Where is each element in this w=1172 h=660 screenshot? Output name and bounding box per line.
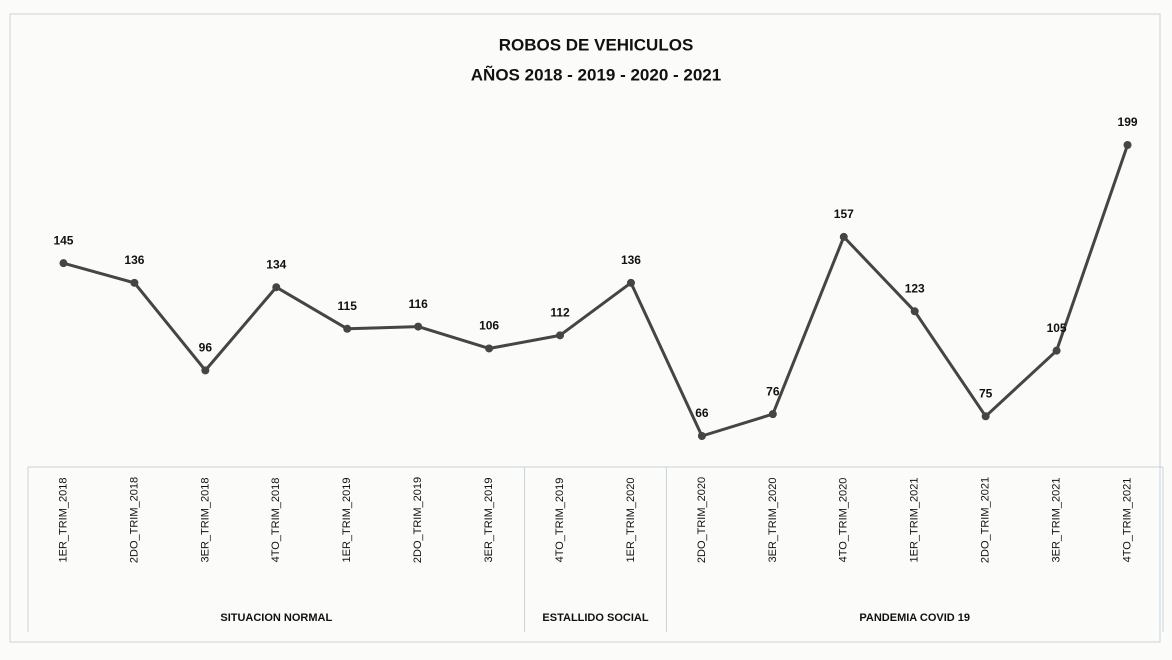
x-tick-label: 4TO_TRIM_2019	[554, 478, 566, 563]
x-tick-label: 1ER_TRIM_2019	[341, 478, 353, 563]
x-tick-label: 3ER_TRIM_2021	[1051, 478, 1063, 563]
data-label: 136	[124, 253, 144, 267]
data-label: 76	[766, 384, 780, 398]
marker	[485, 344, 494, 353]
data-label: 199	[1118, 115, 1138, 129]
marker	[981, 412, 990, 421]
data-label: 116	[408, 297, 428, 311]
marker	[910, 307, 919, 316]
marker	[768, 410, 777, 419]
group-label: PANDEMIA COVID 19	[859, 612, 970, 624]
marker	[130, 278, 139, 287]
chart-subtitle: AÑOS 2018 - 2019 - 2020 - 2021	[471, 64, 721, 84]
data-label: 106	[479, 319, 499, 333]
x-tick-label: 4TO_TRIM_2021	[1121, 478, 1133, 563]
line	[63, 144, 1129, 438]
x-tick-label: 3ER_TRIM_2019	[483, 478, 495, 563]
x-tick-label: 3ER_TRIM_2018	[199, 478, 211, 563]
data-label: 157	[834, 207, 854, 221]
x-tick-label: 1ER_TRIM_2020	[625, 478, 637, 563]
data-label: 123	[905, 281, 925, 295]
marker	[1123, 141, 1132, 149]
x-tick-label: 3ER_TRIM_2020	[767, 478, 779, 563]
marker	[556, 331, 565, 340]
group-label: SITUACION NORMAL	[220, 612, 332, 624]
data-label: 145	[53, 233, 73, 247]
data-label: 105	[1047, 321, 1067, 335]
x-tick-label: 2DO_TRIM_2018	[128, 477, 140, 563]
marker	[343, 324, 352, 333]
data-label: 136	[621, 253, 641, 267]
marker	[626, 278, 635, 287]
data-label: 96	[199, 341, 213, 355]
marker	[697, 432, 706, 440]
marker	[414, 322, 423, 331]
x-tick-label: 2DO_TRIM_2020	[696, 477, 708, 563]
data-label: 75	[979, 386, 993, 400]
x-tick-label: 2DO_TRIM_2021	[980, 477, 992, 563]
marker	[1052, 346, 1061, 355]
chart-frame	[9, 13, 1161, 643]
group-label: ESTALLIDO SOCIAL	[542, 612, 648, 624]
data-label: 134	[266, 257, 286, 271]
marker	[59, 259, 68, 268]
x-tick-label: 4TO_TRIM_2020	[838, 478, 850, 563]
chart-title: ROBOS DE VEHICULOS	[499, 35, 694, 54]
x-tick-label: 1ER_TRIM_2018	[57, 478, 69, 563]
data-label: 115	[338, 299, 358, 313]
marker	[839, 232, 848, 241]
x-tick-label: 4TO_TRIM_2018	[270, 478, 282, 563]
data-label: 112	[550, 306, 570, 320]
x-tick-label: 1ER_TRIM_2021	[909, 478, 921, 563]
marker	[201, 366, 210, 375]
x-tick-label: 2DO_TRIM_2019	[412, 477, 424, 563]
marker	[272, 283, 281, 292]
data-label: 66	[695, 406, 709, 420]
